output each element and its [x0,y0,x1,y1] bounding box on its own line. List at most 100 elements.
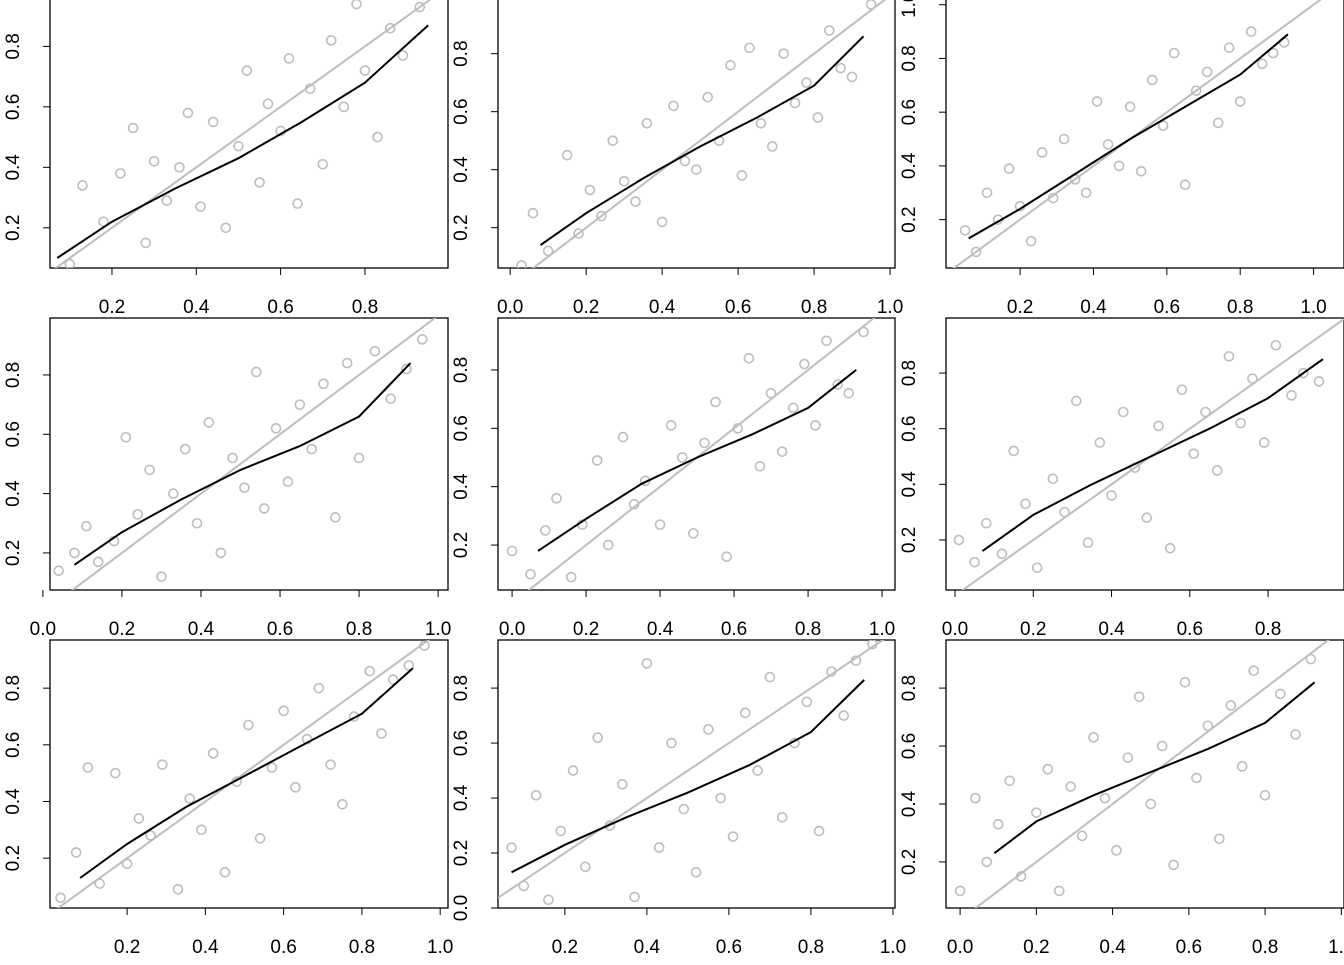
smooth-curve [993,681,1316,854]
point [654,519,666,530]
point [278,705,289,717]
point [1270,339,1282,351]
y-tick-label: 0.2 [899,206,920,232]
reference-line [952,0,1322,268]
point [401,363,412,375]
point [179,443,191,455]
point [565,571,577,583]
smooth-curve [511,679,865,874]
point [341,357,353,369]
point [1133,691,1145,703]
y-tick-label: 0.4 [451,156,472,183]
smooth-curve [981,358,1324,552]
point [55,892,66,904]
point [516,260,527,268]
point [580,861,591,873]
point [290,782,301,793]
y-tick-label: 0.6 [3,732,24,758]
point [317,158,329,170]
point [981,517,992,529]
y-tick-label: 0.8 [3,33,24,59]
point [765,387,777,399]
point [1202,720,1214,732]
point [1223,42,1235,54]
y-tick-label: 0.8 [3,675,24,701]
x-tick-label: 0.4 [634,937,661,958]
point [823,25,835,36]
point [251,366,262,378]
point [156,571,167,582]
point [262,98,274,110]
point [832,379,843,390]
point [81,520,92,532]
point [1113,160,1125,172]
point [82,762,94,773]
point [359,65,371,76]
x-tick-label: 0.4 [1080,297,1107,318]
point [527,207,539,219]
point [1122,752,1134,763]
point [725,59,736,71]
point [1106,490,1117,501]
point [1286,390,1297,401]
point [172,884,184,895]
point [1188,448,1200,460]
y-tick-label: 0.8 [3,362,24,388]
panel: 0.2 0.4 0.6 0.8 1.0 0.0 0.2 0.4 0.6 0.8 [451,639,906,958]
y-tick-label: 0.6 [451,730,472,756]
plot-frame [497,639,896,909]
point [1305,653,1317,665]
x-tick-label: 0.8 [1227,297,1253,318]
point [1258,437,1270,448]
point [602,539,614,551]
point [970,792,981,804]
x-tick-label: 0.6 [721,619,747,640]
x-tick-label: 0.0 [947,937,973,958]
x-tick-label: 0.2 [109,619,135,640]
point [953,534,965,546]
point [506,545,518,557]
point [846,71,858,83]
point [1259,789,1271,801]
point [233,140,244,152]
y-tick-label: 0.8 [899,675,920,701]
x-tick-label: 0.6 [1177,619,1203,640]
panel: 0.0 0.2 0.4 0.6 0.8 1.0 0.2 0.4 0.6 0.8 [899,639,1344,958]
point [676,452,688,463]
point [542,245,554,257]
point [1247,373,1258,384]
reference-line [56,640,431,908]
point [506,842,517,853]
y-tick-label: 0.2 [3,540,24,566]
point [573,228,584,239]
point [270,423,282,434]
point [282,476,294,488]
point [219,867,231,878]
panel: 0.0 0.2 0.4 0.6 0.8 1.0 0.2 0.4 0.6 0.8 [451,0,903,318]
point [168,488,179,499]
point [419,640,430,651]
smooth-curve [73,362,412,566]
y-tick-label: 0.4 [3,480,24,507]
point [292,198,303,209]
point [826,666,837,677]
smooth-curve [537,369,857,552]
point [325,759,336,770]
y-tick-label: 0.4 [899,152,920,179]
point [744,42,755,54]
point [787,402,799,414]
point [1042,763,1054,775]
x-tick-label: 0.2 [573,619,599,640]
point [561,149,573,161]
point [283,53,295,64]
smooth-curve [968,33,1289,240]
point [838,710,850,721]
point [220,222,232,234]
panel: 0.2 0.4 0.6 0.8 0.2 0.4 0.6 0.8 [3,0,449,318]
x-tick-label: 0.2 [1023,937,1049,958]
point [1020,498,1031,510]
point [294,399,306,410]
point [821,335,832,347]
point [656,216,668,228]
point [1214,833,1225,845]
